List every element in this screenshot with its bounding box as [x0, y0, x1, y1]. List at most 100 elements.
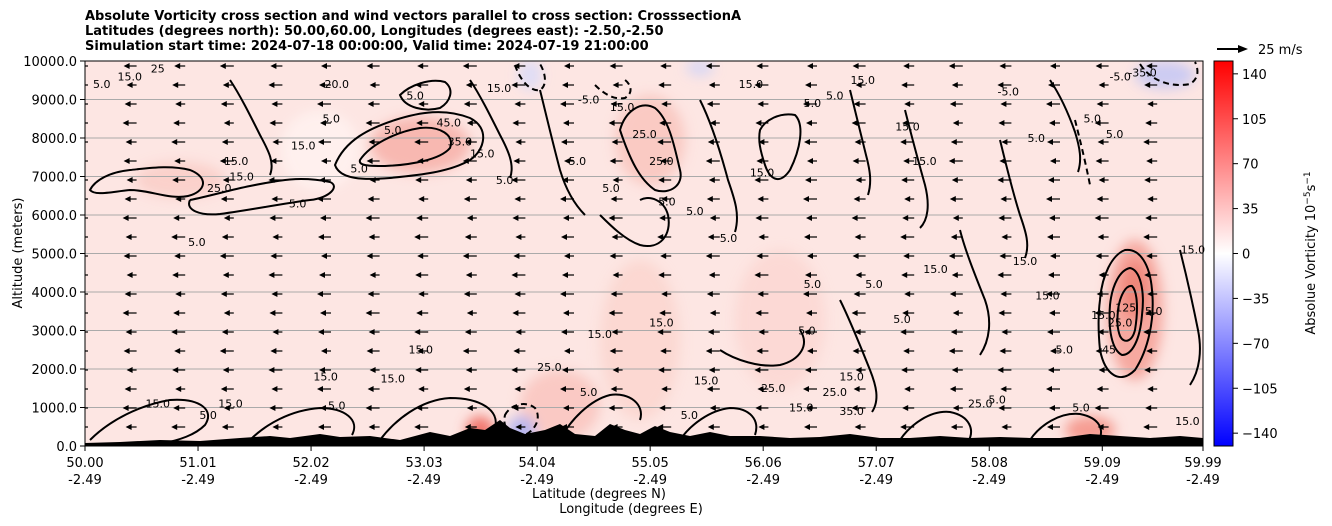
wind-vector-head [803, 291, 809, 297]
shade-negative [518, 61, 542, 90]
wind-vector-head [997, 177, 1004, 183]
wind-vector-head [903, 158, 910, 164]
contour-line [358, 126, 452, 168]
colorbar-tick-label: 0 [1242, 248, 1250, 263]
x-axis-label-latitude: Latitude (degrees N) [532, 487, 666, 502]
wind-vector-head [805, 177, 811, 183]
wind-vector-head [221, 234, 228, 240]
wind-vector-head [903, 348, 910, 354]
wind-vector-head [998, 310, 1005, 316]
wind-vector-head [1144, 82, 1151, 88]
wind-vector-head [658, 272, 665, 278]
chart-title-line-3: Simulation start time: 2024-07-18 00:00:… [85, 39, 649, 54]
wind-vector-head [657, 424, 664, 430]
wind-vector-head [1098, 177, 1105, 183]
contour-label: 5.0 [569, 155, 587, 168]
wind-vector-head [1046, 196, 1052, 202]
wind-vector-head [807, 158, 813, 164]
wind-vector-head [366, 348, 373, 354]
wind-vector-head [317, 386, 323, 392]
contour-label: 15.0 [750, 167, 775, 180]
contour-label: 15.0 [218, 398, 243, 411]
wind-vector-head [950, 139, 957, 145]
wind-vector-head [1143, 234, 1150, 240]
wind-vector-head [1098, 367, 1105, 373]
wind-vector-head [853, 291, 860, 297]
wind-vector-head [804, 329, 810, 335]
contour-label: 15.0 [895, 120, 920, 133]
wind-vector-head [268, 272, 275, 278]
wind-vector-head [1049, 120, 1055, 126]
x-tick-label-lat: 59.09 [1084, 456, 1121, 471]
wind-vector-head [515, 424, 522, 430]
wind-vector-head [1146, 253, 1153, 259]
contour-label: 25 [151, 63, 165, 76]
y-tick-label: 6000.0 [32, 209, 78, 224]
wind-vector-head [1147, 101, 1154, 107]
wind-vector-head [1049, 405, 1055, 411]
colorbar-tick-label: 35 [1242, 203, 1259, 218]
wind-vector-head [661, 196, 668, 202]
x-axis-ticks: 50.00 -2.49 51.01 -2.49 52.02 -2.49 53.03 -2.49… [66, 446, 1222, 488]
y-axis-ticks: 0.0 1000.0 2000.0 3000.0 4000.0 5000.0 6000.0 7… [23, 55, 85, 455]
wind-vector-head [900, 424, 907, 430]
wind-vector-head [900, 234, 907, 240]
wind-vector-head [366, 253, 373, 259]
wind-vector-head [320, 120, 326, 126]
wind-vector-head [222, 177, 229, 183]
contour-line [904, 109, 929, 229]
wind-vector-head [75, 424, 81, 430]
wind-vector-head [268, 82, 275, 88]
colorbar-tick-label: 140 [1242, 68, 1267, 83]
wind-vector-head [901, 177, 908, 183]
wind-vector-head [418, 196, 425, 202]
wind-vector-head [368, 139, 375, 145]
wind-vector-head [513, 63, 520, 69]
wind-vector-head [706, 101, 713, 107]
x-tick-label-lon: -2.49 [68, 473, 102, 488]
wind-vector-head [414, 329, 421, 335]
wind-vector-head [272, 139, 279, 145]
wind-vector-head [78, 348, 84, 354]
wind-vector-head [948, 348, 955, 354]
contour-label: 125 [1115, 301, 1136, 314]
contour-label: 5.0 [188, 236, 206, 249]
colorbar-tick-label: −140 [1242, 427, 1278, 442]
wind-vector-head [175, 101, 182, 107]
contour-label: 15.0 [229, 170, 254, 183]
wind-vector-head [561, 329, 567, 335]
wind-vector-head [854, 329, 861, 335]
wind-vector-head [705, 348, 712, 354]
wind-vector-head [660, 348, 667, 354]
wind-vector-head [320, 310, 326, 316]
wind-vector-head [756, 63, 763, 69]
wind-vector-head [318, 424, 324, 430]
contour-label: 5.0 [804, 97, 822, 110]
colorbar-label-main: Absolue Vorticity 10 [1304, 205, 1319, 335]
wind-vector-head [755, 310, 762, 316]
wind-vector-head [466, 310, 473, 316]
wind-vector-head [172, 82, 179, 88]
wind-vector-head [900, 329, 907, 335]
wind-vector-head [320, 405, 326, 411]
wind-vector-head [757, 101, 764, 107]
wind-vector-head [513, 158, 520, 164]
wind-vector-head [319, 367, 325, 373]
wind-vector-head [1001, 234, 1008, 240]
wind-vector-head [271, 291, 278, 297]
x-tick-label-lon: -2.49 [746, 473, 780, 488]
wind-vector-head [465, 82, 472, 88]
wind-vector-head [563, 120, 569, 126]
wind-vector-head [269, 120, 276, 126]
wind-vector-head [1047, 139, 1053, 145]
contour-line [379, 396, 497, 441]
wind-vector-head [852, 348, 859, 354]
chart-title-block: Absolute Vorticity cross section and win… [85, 9, 741, 54]
wind-vector-head [124, 101, 131, 107]
contour-label: 5.0 [406, 90, 424, 103]
wind-vector-head [125, 234, 132, 240]
wind-vector-head [851, 120, 858, 126]
wind-vector-head [900, 139, 907, 145]
contour-line [559, 393, 642, 441]
